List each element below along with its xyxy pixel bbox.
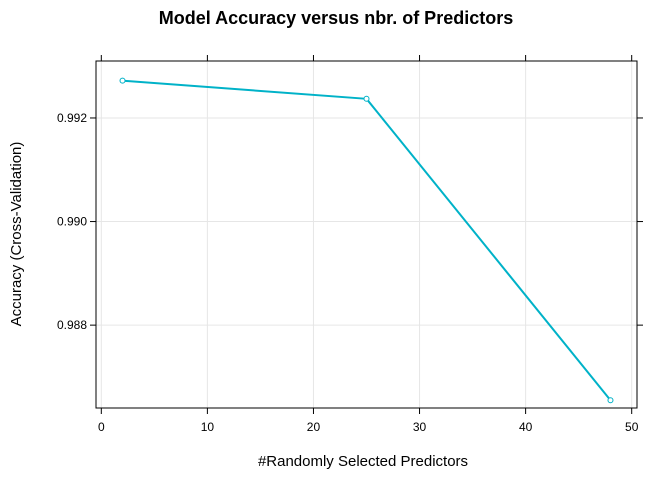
- data-series: [119, 77, 614, 404]
- x-axis-label: #Randomly Selected Predictors: [258, 453, 468, 470]
- x-tick-label: 0: [98, 420, 105, 434]
- data-point: [119, 77, 126, 84]
- x-tick-label: 30: [413, 420, 427, 434]
- chart-title: Model Accuracy versus nbr. of Predictors: [159, 8, 513, 28]
- data-point: [607, 397, 614, 404]
- y-axis-label: Accuracy (Cross-Validation): [8, 142, 25, 327]
- y-tick-label: 0.988: [57, 318, 87, 332]
- grid-lines: [96, 61, 637, 408]
- plot-frame: [95, 60, 638, 409]
- accuracy-line: [122, 79, 612, 401]
- axis-ticks: 0 10 20 30 40 50 0.988 0.990 0.992: [57, 55, 643, 434]
- x-tick-label: 50: [625, 420, 639, 434]
- x-tick-label: 20: [307, 420, 321, 434]
- x-tick-label: 40: [519, 420, 533, 434]
- x-tick-label: 10: [201, 420, 215, 434]
- data-point: [363, 95, 370, 102]
- y-tick-label: 0.990: [57, 215, 87, 229]
- y-tick-label: 0.992: [57, 111, 87, 125]
